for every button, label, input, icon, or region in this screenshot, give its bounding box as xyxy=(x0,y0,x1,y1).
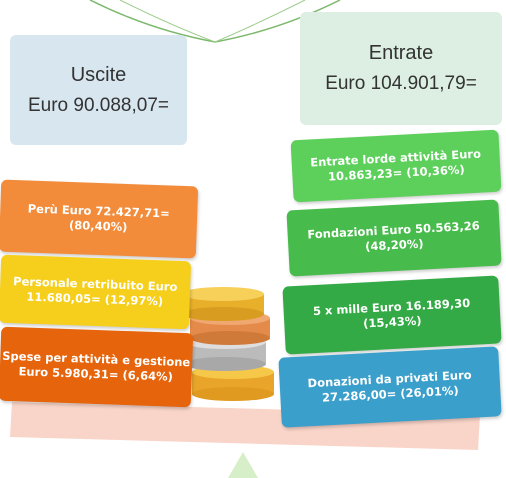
coins xyxy=(182,287,274,401)
amount-text: (15,43%) xyxy=(363,313,422,331)
entrate-amount: Euro 104.901,79= xyxy=(325,73,477,95)
amount-box: 5 x mille Euro 16.189,30(15,43%) xyxy=(282,275,501,354)
entrate-box: Entrate Euro 104.901,79= xyxy=(300,12,502,125)
amount-text: (80,40%) xyxy=(69,218,128,235)
amount-box: Fondazioni Euro 50.563,26(48,20%) xyxy=(286,199,501,276)
infographic: Uscite Euro 90.088,07= Entrate Euro 104.… xyxy=(0,0,506,478)
fulcrum xyxy=(228,452,258,478)
uscite-amount: Euro 90.088,07= xyxy=(28,95,169,117)
amount-text: (48,20%) xyxy=(365,236,424,254)
uscite-box: Uscite Euro 90.088,07= xyxy=(10,35,187,145)
entrate-title: Entrate xyxy=(369,42,433,65)
uscite-title: Uscite xyxy=(71,64,127,87)
amount-box: Perù Euro 72.427,71=(80,40%) xyxy=(0,180,198,259)
